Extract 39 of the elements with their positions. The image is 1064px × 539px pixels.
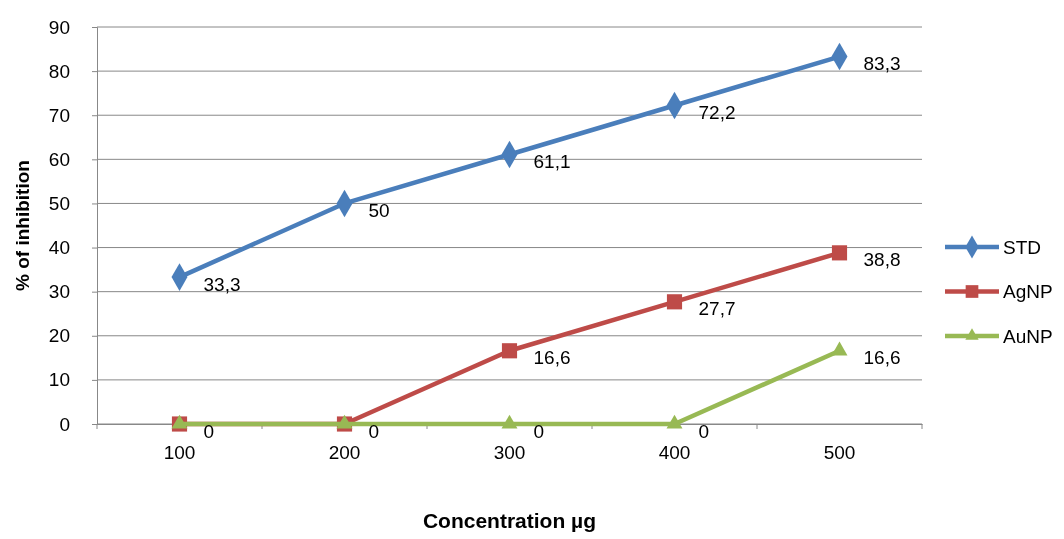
data-label: 61,1 [533,151,571,173]
x-tick-label: 100 [163,442,196,464]
point [666,414,683,429]
y-tick-label: 80 [48,60,70,82]
data-label: 16,6 [533,347,571,369]
y-tick-label: 50 [48,193,70,215]
point [831,245,848,261]
x-tick-label: 200 [328,442,361,464]
data-label: 0 [533,420,545,442]
data-label: 27,7 [698,298,736,320]
y-tick-label: 70 [48,104,70,126]
data-label: 0 [368,420,380,442]
y-axis-title: % of inhibition [12,160,33,291]
x-tick-label: 400 [658,442,691,464]
x-axis-title: Concentration µg [422,509,597,532]
data-label: 0 [203,420,215,442]
legend-label: AuNP [1003,325,1053,347]
y-tick-label: 40 [48,237,70,259]
y-tick-label: 20 [48,325,70,347]
legend-label: STD [1003,236,1041,258]
data-label: 0 [698,420,710,442]
point [666,294,683,310]
y-tick-label: 60 [48,148,70,170]
data-label: 72,2 [698,102,736,124]
point [501,343,518,359]
point [831,341,848,356]
x-tick-label: 300 [493,442,526,464]
x-tick-label: 500 [823,442,856,464]
data-label: 16,6 [863,347,901,369]
point [501,414,518,429]
data-label: 50 [368,200,390,222]
data-label: 33,3 [203,273,241,295]
y-tick-label: 0 [59,413,70,435]
y-tick-label: 30 [48,281,70,303]
legend-label: AgNP [1003,281,1053,303]
y-tick-label: 10 [48,369,70,391]
data-label: 38,8 [863,249,901,271]
data-label: 83,3 [863,53,901,75]
y-tick-label: 90 [48,16,70,38]
